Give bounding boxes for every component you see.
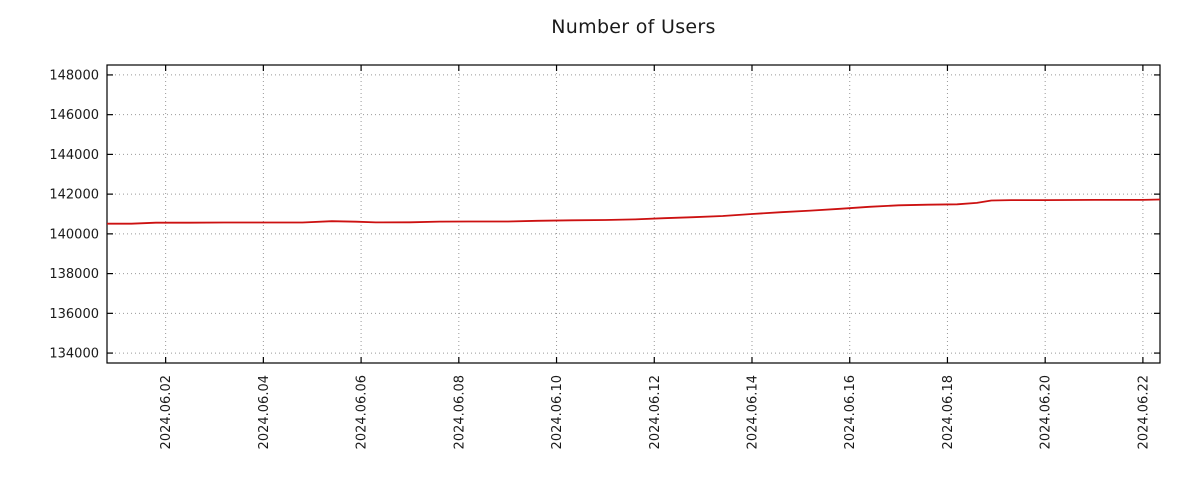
y-tick-label: 148000 [49, 68, 99, 83]
series-line-users [107, 198, 1161, 225]
grid-lines [107, 65, 1160, 363]
x-tick-label: 2024.06.08 [452, 375, 467, 449]
x-tick-label: 2024.06.18 [941, 375, 956, 449]
x-tick-label: 2024.06.16 [843, 375, 858, 449]
y-tick-label: 138000 [49, 267, 99, 282]
y-tick-label: 140000 [49, 227, 99, 242]
plot-border [106, 64, 1161, 364]
y-tick-label: 144000 [49, 148, 99, 163]
y-tick-label: 136000 [49, 307, 99, 322]
x-tick-label: 2024.06.04 [257, 375, 272, 449]
x-tick-label: 2024.06.12 [648, 375, 663, 449]
x-tick-label: 2024.06.14 [745, 375, 760, 449]
x-tick-label: 2024.06.20 [1039, 375, 1054, 449]
tick-marks [107, 65, 1160, 363]
data-series [107, 198, 1161, 225]
axes-frame [106, 64, 1161, 364]
x-tick-label: 2024.06.06 [355, 375, 370, 449]
x-tick-labels: 2024.06.02 2024.06.04 2024.06.06 2024.06.08… [159, 375, 1151, 449]
y-tick-label: 142000 [49, 188, 99, 203]
y-tick-label: 146000 [49, 108, 99, 123]
y-tick-label: 134000 [49, 347, 99, 362]
chart-title: Number of Users [551, 16, 716, 38]
x-tick-label: 2024.06.02 [159, 375, 174, 449]
x-tick-label: 2024.06.10 [550, 375, 565, 449]
y-tick-labels: 134000 136000 138000 140000 142000 144000 1460… [49, 68, 99, 361]
x-tick-label: 2024.06.22 [1136, 375, 1151, 449]
